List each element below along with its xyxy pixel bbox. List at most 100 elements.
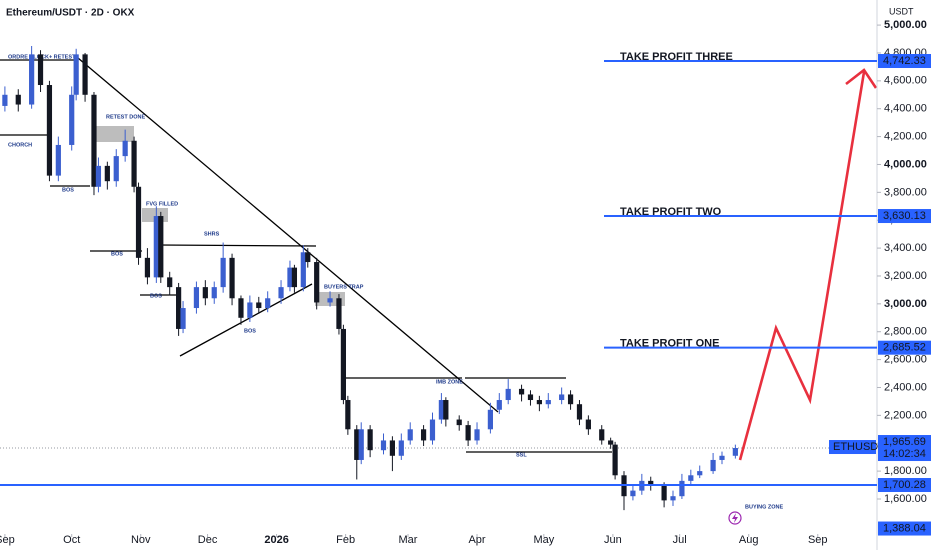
candle-body [732, 448, 738, 456]
y-tick-label: 1,600.00 [884, 493, 927, 505]
level-name: TAKE PROFIT TWO [620, 206, 722, 218]
x-tick-label: Jul [673, 534, 687, 546]
candle-body [211, 287, 217, 299]
candle-body [144, 257, 151, 278]
x-tick-label: Apr [468, 534, 485, 546]
price-tag-label: 2,685.52 [883, 342, 926, 354]
y-tick-label: 2,400.00 [884, 381, 927, 393]
trend-line [179, 283, 313, 357]
candle-body [599, 429, 605, 441]
candle-body [37, 54, 44, 86]
countdown-label: 14:02:34 [883, 448, 926, 460]
candle-body [220, 257, 226, 288]
symbol-tag-label: ETHUSDT [833, 441, 885, 453]
x-tick-label: Sep [808, 534, 828, 546]
x-tick-label: Aug [739, 534, 759, 546]
buying-zone-icon [732, 513, 738, 523]
candle-body [2, 94, 8, 106]
candle-body [15, 94, 21, 105]
candle-body [465, 425, 471, 441]
candle-body [630, 490, 636, 497]
x-tick-label: Oct [63, 534, 80, 546]
price-tag-label: 1,700.28 [883, 479, 926, 491]
price-tag [878, 435, 931, 462]
candle-body [314, 262, 320, 303]
x-tick-label: Mar [399, 534, 418, 546]
x-tick-label: Dec [198, 534, 218, 546]
annotation: RETEST DONE [106, 114, 145, 120]
candle-body [697, 471, 703, 476]
annotation: BOS [111, 251, 123, 257]
y-tick-label: 5,000.00 [884, 19, 927, 31]
x-tick-label: May [533, 534, 554, 546]
annotation: IMB ZONE [436, 379, 463, 385]
annotation: FVG FILLED [146, 201, 178, 207]
candle-body [576, 404, 583, 420]
candle-body [180, 308, 186, 329]
drawings [0, 57, 878, 525]
candle-body [367, 429, 373, 451]
trend-line [77, 57, 499, 413]
candle-body [710, 459, 716, 472]
y-tick-label: 2,800.00 [884, 326, 927, 338]
candle-body [55, 144, 61, 176]
candle-body [612, 444, 618, 476]
x-tick-label: 2026 [264, 534, 288, 546]
candle-body [679, 480, 685, 497]
annotation: SSL [516, 452, 527, 458]
trend-line [157, 244, 317, 247]
y-tick-label: 3,400.00 [884, 242, 927, 254]
candle-body [287, 267, 293, 288]
projection-path [738, 71, 866, 461]
candle-body [193, 287, 200, 309]
candle-body [389, 440, 396, 456]
candle-body [69, 94, 75, 145]
candle-body [176, 287, 182, 329]
candle-body [545, 400, 551, 405]
candle-body [135, 186, 142, 258]
candle-body [438, 400, 444, 420]
price-tag-label: 1,965.69 [883, 436, 926, 448]
symbol-tag [829, 440, 876, 455]
candle-body [131, 140, 137, 187]
annotation: BOS [150, 293, 162, 299]
candle-body [158, 216, 164, 278]
candle-body [238, 298, 244, 318]
x-tick-label: Nov [131, 534, 151, 546]
annotation: BOS [62, 187, 74, 193]
candle-body [688, 475, 694, 481]
candle-body [719, 455, 725, 460]
annotations: ORDRE BLOCK+ RETEST CHORCH RETEST DONE B… [8, 54, 784, 510]
candle-body [73, 54, 79, 95]
price-tag [878, 54, 931, 69]
y-tick-label: 1,800.00 [884, 465, 927, 477]
candle-body [29, 54, 35, 105]
y-tick-label: 3,200.00 [884, 270, 927, 282]
candle-body [443, 400, 449, 420]
price-tag [878, 521, 931, 536]
candle-body [202, 287, 208, 299]
candle-body [229, 257, 235, 299]
candle-body [336, 298, 342, 329]
candle-body [527, 394, 534, 401]
price-tag-label: 4,742.33 [883, 55, 926, 67]
price-tag [878, 478, 931, 493]
candle-body [340, 328, 347, 401]
y-tick-label: 4,600.00 [884, 75, 927, 87]
x-tick-label: Sep [0, 534, 15, 546]
candle-body [559, 394, 565, 401]
annotation: BUYING ZONE [745, 504, 784, 510]
candle-body [474, 429, 480, 441]
y-tick-label: 4,400.00 [884, 103, 927, 115]
candle-body [327, 298, 333, 303]
level-name: TAKE PROFIT ONE [620, 338, 719, 350]
candle-body [505, 388, 511, 401]
candle-body [358, 429, 364, 460]
candle-body [113, 156, 119, 182]
y-tick-label: 4,200.00 [884, 131, 927, 143]
price-tag-label: 1,388.04 [883, 522, 926, 534]
candle-body [46, 85, 53, 176]
annotation: CHORCH [8, 142, 32, 148]
candle-body [305, 252, 311, 263]
